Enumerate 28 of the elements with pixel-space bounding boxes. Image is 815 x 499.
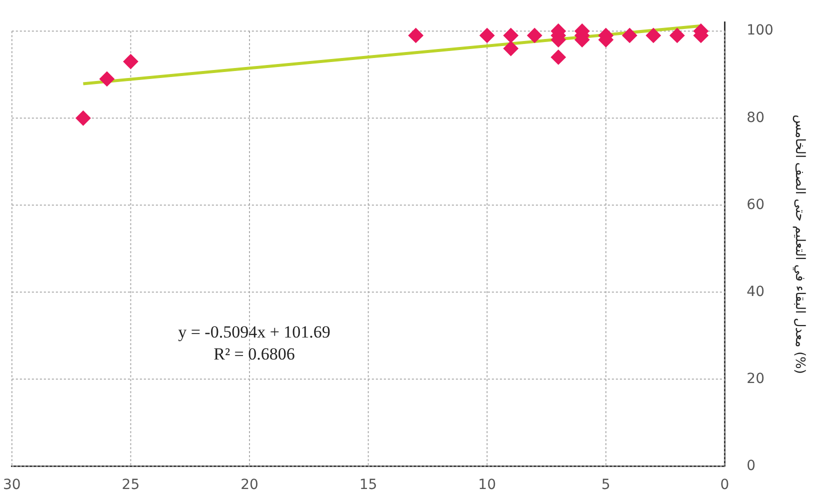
y-tick-label: 20 — [746, 370, 765, 387]
x-tick-label: 5 — [601, 477, 610, 494]
y-tick-label: 80 — [746, 110, 765, 126]
point — [527, 28, 542, 43]
point — [622, 28, 638, 43]
y-tick-label: 100 — [746, 22, 774, 39]
y-tick-label: 0 — [746, 458, 756, 474]
x-tick-label: 0 — [720, 477, 730, 494]
point — [408, 28, 424, 43]
point — [76, 110, 91, 126]
x-tick-label: 15 — [359, 477, 378, 494]
x-tick-label: 20 — [240, 477, 258, 494]
y-axis-title: معدل البقاء في التعليم حتى الصف الخامس (%) — [792, 114, 807, 374]
annotation: y = -0.5094x + 101.69 — [178, 322, 330, 342]
y-tick-label: 60 — [746, 196, 765, 213]
point — [480, 28, 495, 43]
point — [123, 54, 138, 70]
x-tick-label: 10 — [478, 477, 496, 494]
point — [503, 41, 518, 56]
y-tick-label: 40 — [746, 284, 765, 300]
point — [503, 28, 518, 43]
annotation: R² = 0.6806 — [214, 344, 295, 364]
point — [646, 28, 661, 43]
point — [670, 28, 685, 43]
point — [550, 50, 566, 65]
x-tick-label: 25 — [122, 477, 140, 494]
x-tick-label: 30 — [2, 477, 21, 494]
point — [99, 71, 114, 86]
